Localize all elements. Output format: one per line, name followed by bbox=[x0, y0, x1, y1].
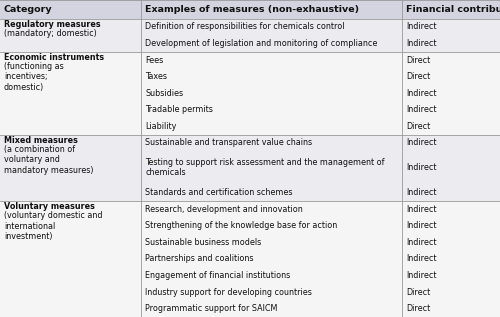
Bar bbox=[0, 0, 500, 19]
Text: Subsidies: Subsidies bbox=[145, 89, 183, 98]
Text: Standards and certification schemes: Standards and certification schemes bbox=[145, 188, 292, 197]
Text: Indirect: Indirect bbox=[406, 221, 436, 230]
Bar bbox=[0, 52, 500, 135]
Text: Examples of measures (non-exhaustive): Examples of measures (non-exhaustive) bbox=[145, 5, 359, 14]
Text: Direct: Direct bbox=[406, 304, 430, 313]
Text: (functioning as
incentives;
domestic): (functioning as incentives; domestic) bbox=[4, 62, 64, 92]
Text: Taxes: Taxes bbox=[145, 72, 167, 81]
Text: Definition of responsibilities for chemicals control: Definition of responsibilities for chemi… bbox=[145, 23, 344, 31]
Text: Indirect: Indirect bbox=[406, 163, 436, 172]
Text: Engagement of financial institutions: Engagement of financial institutions bbox=[145, 271, 290, 280]
Text: Voluntary measures: Voluntary measures bbox=[4, 203, 95, 211]
Text: (voluntary domestic and
international
investment): (voluntary domestic and international in… bbox=[4, 211, 102, 241]
Text: Indirect: Indirect bbox=[406, 238, 436, 247]
Text: Indirect: Indirect bbox=[406, 89, 436, 98]
Text: Direct: Direct bbox=[406, 55, 430, 65]
Text: (a combination of
voluntary and
mandatory measures): (a combination of voluntary and mandator… bbox=[4, 145, 94, 175]
Text: Sustainable business models: Sustainable business models bbox=[145, 238, 261, 247]
Text: Direct: Direct bbox=[406, 122, 430, 131]
Text: Indirect: Indirect bbox=[406, 39, 436, 48]
Text: Regulatory measures: Regulatory measures bbox=[4, 20, 100, 29]
Text: Financial contribution: Financial contribution bbox=[406, 5, 500, 14]
Text: Liability: Liability bbox=[145, 122, 176, 131]
Text: Direct: Direct bbox=[406, 72, 430, 81]
Text: Indirect: Indirect bbox=[406, 105, 436, 114]
Text: Indirect: Indirect bbox=[406, 139, 436, 147]
Text: Economic instruments: Economic instruments bbox=[4, 53, 104, 62]
Text: Category: Category bbox=[4, 5, 52, 14]
Text: Development of legislation and monitoring of compliance: Development of legislation and monitorin… bbox=[145, 39, 378, 48]
Text: Research, development and innovation: Research, development and innovation bbox=[145, 205, 303, 214]
Text: Indirect: Indirect bbox=[406, 271, 436, 280]
Text: Programmatic support for SAICM: Programmatic support for SAICM bbox=[145, 304, 278, 313]
Text: Tradable permits: Tradable permits bbox=[145, 105, 213, 114]
Bar bbox=[0, 19, 500, 52]
Text: Industry support for developing countries: Industry support for developing countrie… bbox=[145, 288, 312, 297]
Text: Fees: Fees bbox=[145, 55, 163, 65]
Text: Indirect: Indirect bbox=[406, 23, 436, 31]
Text: Mixed measures: Mixed measures bbox=[4, 136, 78, 145]
Text: Indirect: Indirect bbox=[406, 188, 436, 197]
Text: Indirect: Indirect bbox=[406, 205, 436, 214]
Text: Strengthening of the knowledge base for action: Strengthening of the knowledge base for … bbox=[145, 221, 337, 230]
Text: (mandatory; domestic): (mandatory; domestic) bbox=[4, 29, 97, 38]
Bar bbox=[0, 201, 500, 317]
Bar bbox=[0, 135, 500, 201]
Text: Testing to support risk assessment and the management of
chemicals: Testing to support risk assessment and t… bbox=[145, 158, 384, 178]
Text: Sustainable and transparent value chains: Sustainable and transparent value chains bbox=[145, 139, 312, 147]
Text: Direct: Direct bbox=[406, 288, 430, 297]
Text: Indirect: Indirect bbox=[406, 255, 436, 263]
Text: Partnerships and coalitions: Partnerships and coalitions bbox=[145, 255, 254, 263]
